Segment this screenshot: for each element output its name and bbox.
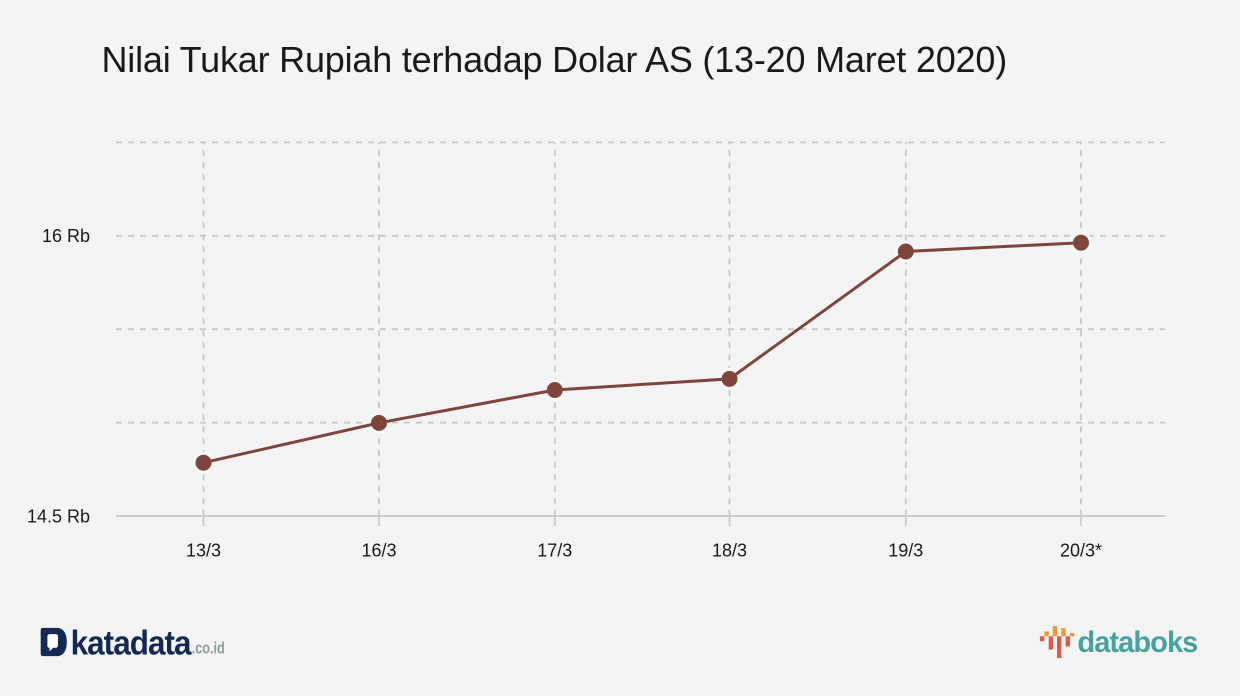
svg-text:.co.id: .co.id — [192, 639, 225, 658]
svg-text:20/3*: 20/3* — [1060, 540, 1102, 560]
svg-text:16/3: 16/3 — [361, 540, 396, 560]
svg-text:17/3: 17/3 — [537, 540, 572, 560]
svg-text:databoks: databoks — [1077, 626, 1197, 659]
svg-text:19/3: 19/3 — [888, 540, 923, 560]
svg-text:18/3: 18/3 — [712, 540, 747, 560]
svg-text:Nilai Tukar Rupiah terhadap Do: Nilai Tukar Rupiah terhadap Dolar AS (13… — [102, 39, 1008, 80]
svg-text:13/3: 13/3 — [186, 540, 221, 560]
svg-text:katadata: katadata — [71, 624, 193, 662]
svg-text:14.5 Rb: 14.5 Rb — [27, 506, 90, 526]
svg-text:16 Rb: 16 Rb — [42, 226, 90, 246]
